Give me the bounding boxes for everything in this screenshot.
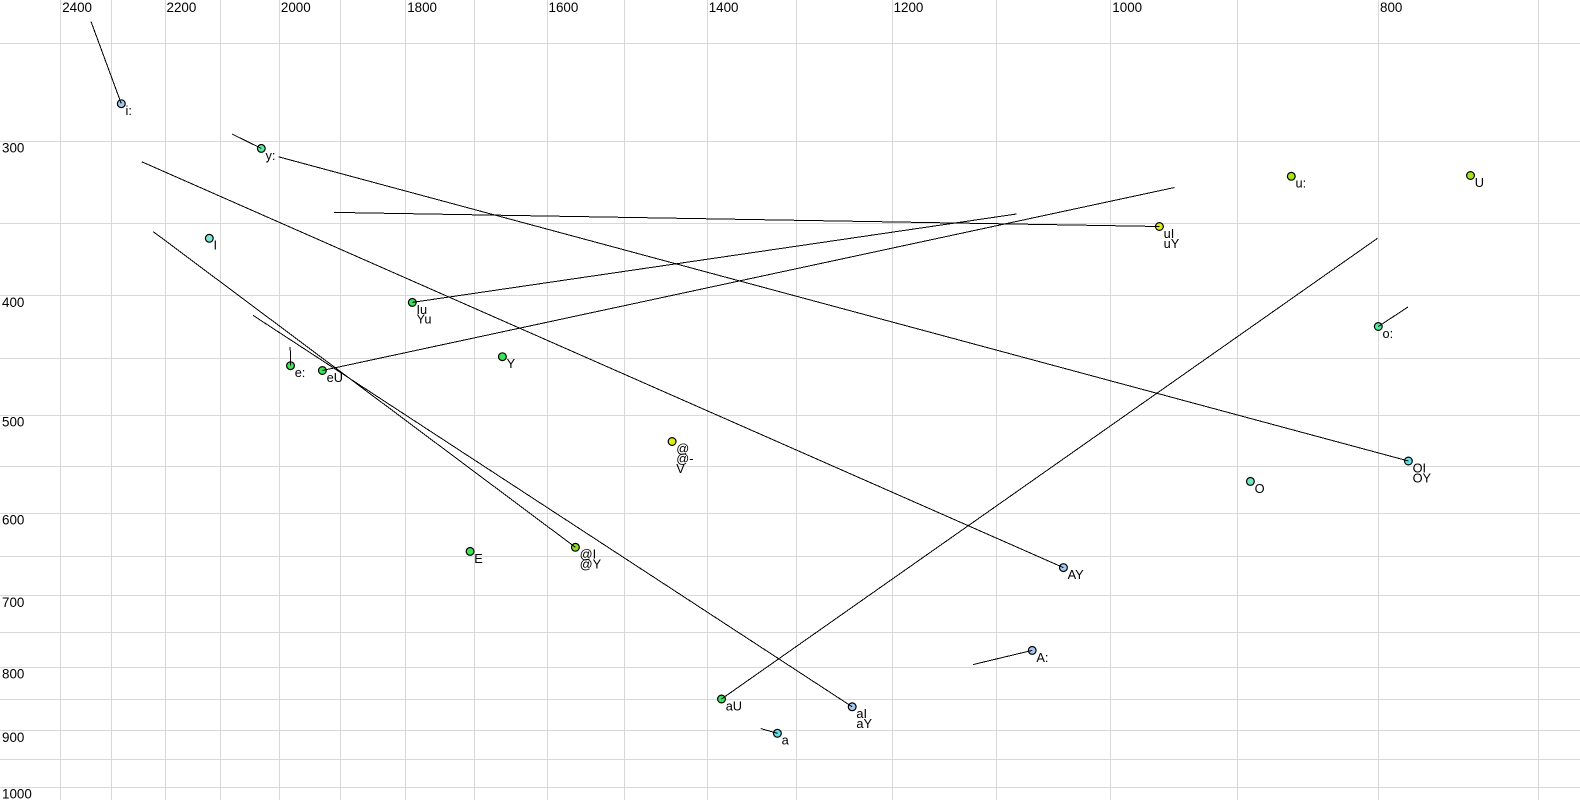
svg-text:800: 800	[1380, 0, 1402, 15]
svg-text:OI: OI	[1413, 460, 1427, 475]
svg-text:aU: aU	[726, 698, 742, 713]
svg-text:o:: o:	[1383, 326, 1394, 341]
svg-text:y:: y:	[266, 148, 276, 163]
svg-text:1400: 1400	[709, 0, 739, 15]
svg-text:i:: i:	[126, 103, 132, 118]
svg-text:900: 900	[2, 730, 24, 745]
svg-text:I: I	[214, 238, 218, 253]
svg-text:@: @	[676, 441, 689, 456]
svg-text:@Y: @Y	[580, 557, 602, 572]
svg-text:300: 300	[2, 140, 24, 155]
svg-text:uY: uY	[1164, 236, 1180, 251]
svg-text:@-: @-	[676, 451, 693, 466]
svg-text:V: V	[676, 461, 685, 476]
svg-text:Iu: Iu	[417, 302, 428, 317]
svg-text:1600: 1600	[549, 0, 579, 15]
svg-text:2200: 2200	[167, 0, 197, 15]
svg-text:Yu: Yu	[417, 312, 432, 327]
svg-text:Y: Y	[507, 356, 516, 371]
svg-text:AY: AY	[1068, 567, 1085, 582]
svg-text:800: 800	[2, 667, 24, 682]
svg-text:e:: e:	[295, 365, 306, 380]
svg-text:aI: aI	[856, 706, 867, 721]
svg-text:A:: A:	[1036, 650, 1048, 665]
svg-text:1200: 1200	[894, 0, 924, 15]
svg-text:O: O	[1255, 481, 1265, 496]
svg-text:400: 400	[2, 295, 24, 310]
svg-text:600: 600	[2, 512, 24, 527]
svg-text:1000: 1000	[2, 786, 32, 800]
svg-text:aY: aY	[856, 716, 872, 731]
svg-text:OY: OY	[1413, 470, 1432, 485]
svg-text:1800: 1800	[407, 0, 437, 15]
svg-text:@I: @I	[580, 547, 597, 562]
svg-text:U: U	[1475, 175, 1484, 190]
svg-text:a: a	[782, 733, 790, 748]
svg-text:500: 500	[2, 415, 24, 430]
svg-text:2400: 2400	[62, 0, 92, 15]
svg-text:E: E	[474, 551, 483, 566]
svg-text:700: 700	[2, 595, 24, 610]
svg-text:eU: eU	[327, 370, 343, 385]
svg-text:2000: 2000	[281, 0, 311, 15]
svg-text:u:: u:	[1296, 176, 1307, 191]
svg-text:1000: 1000	[1112, 0, 1142, 15]
svg-text:uI: uI	[1164, 226, 1175, 241]
